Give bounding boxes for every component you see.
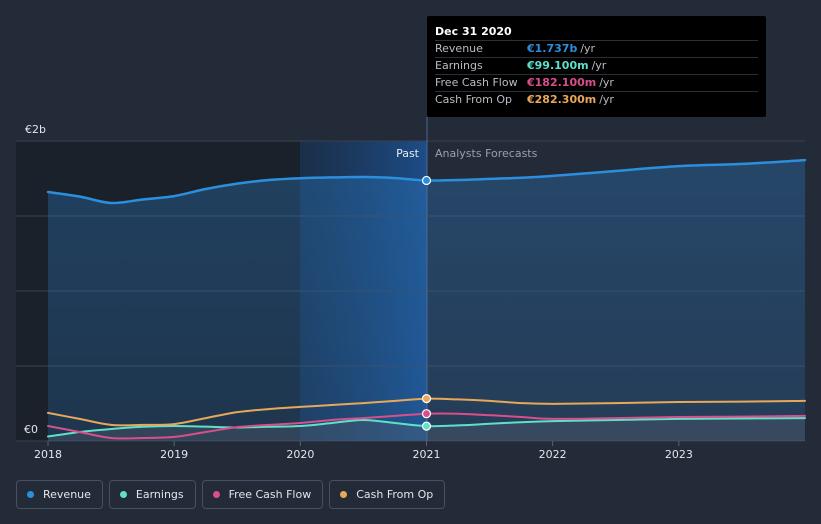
forecast-label: Analysts Forecasts <box>435 147 538 160</box>
legend-label: Earnings <box>135 488 184 501</box>
tooltip-row-value: €99.100m <box>527 59 589 72</box>
tooltip-row-unit: /yr <box>580 42 596 55</box>
tooltip-row-label: Revenue <box>435 42 483 55</box>
legend-item-earnings[interactable]: Earnings <box>108 480 196 509</box>
legend-dot-icon <box>340 491 348 498</box>
legend-label: Cash From Op <box>356 488 434 501</box>
legend: Revenue Earnings Free Cash Flow Cash Fro… <box>16 480 446 509</box>
tooltip: Dec 31 2020 Revenue €1.737b /yr Earnings… <box>427 16 766 117</box>
cash-from-op-marker <box>421 394 432 404</box>
revenue-line <box>46 158 807 205</box>
x-tick-label: 2023 <box>665 448 693 461</box>
tooltip-row-unit: /yr <box>599 76 614 89</box>
x-tick-label: 2022 <box>539 448 567 461</box>
y-axis-top-label: €2b <box>25 123 46 136</box>
x-tick-label: 2020 <box>286 448 314 461</box>
tooltip-row-value: €1.737b <box>527 42 578 55</box>
past-label: Past <box>396 147 420 160</box>
x-tick-label: 2018 <box>34 448 62 461</box>
legend-label: Free Cash Flow <box>228 488 312 501</box>
tooltip-row-value: €182.100m <box>527 76 597 89</box>
tooltip-row-cash-from-op: Cash From Op €282.300m /yr <box>435 91 758 108</box>
legend-dot-icon <box>212 491 220 498</box>
legend-label: Revenue <box>43 488 91 501</box>
legend-item-revenue[interactable]: Revenue <box>16 480 103 509</box>
tooltip-row-label: Earnings <box>435 59 483 72</box>
free-cash-flow-marker <box>421 409 432 419</box>
free-cash-flow-line <box>47 412 806 440</box>
tooltip-row-unit: /yr <box>599 93 614 106</box>
revenue-marker <box>421 175 432 186</box>
y-axis-bottom-label: €0 <box>24 423 38 436</box>
x-tick-label: 2019 <box>160 448 188 461</box>
series-lines <box>46 158 807 440</box>
tooltip-row-revenue: Revenue €1.737b /yr <box>435 40 758 57</box>
legend-item-cash-from-op[interactable]: Cash From Op <box>329 480 446 509</box>
earnings-line <box>47 417 806 438</box>
tooltip-row-unit: /yr <box>591 59 607 72</box>
tooltip-row-value: €282.300m <box>527 93 597 106</box>
earnings-marker <box>421 421 432 431</box>
series-markers <box>421 175 432 431</box>
tooltip-row-free-cash-flow: Free Cash Flow €182.100m /yr <box>435 74 758 91</box>
tooltip-title: Dec 31 2020 <box>435 25 512 38</box>
legend-item-free-cash-flow[interactable]: Free Cash Flow <box>201 480 324 509</box>
x-tick-label: 2021 <box>413 448 441 461</box>
tooltip-row-label: Cash From Op <box>435 93 513 106</box>
tooltip-row-earnings: Earnings €99.100m /yr <box>435 57 758 74</box>
tooltip-row-label: Free Cash Flow <box>435 76 518 89</box>
x-axis-ticks: 2018 2019 2020 2021 2022 2023 <box>34 441 693 461</box>
cash-from-op-line <box>47 397 806 427</box>
legend-dot-icon <box>119 491 127 498</box>
legend-dot-icon <box>27 491 34 498</box>
